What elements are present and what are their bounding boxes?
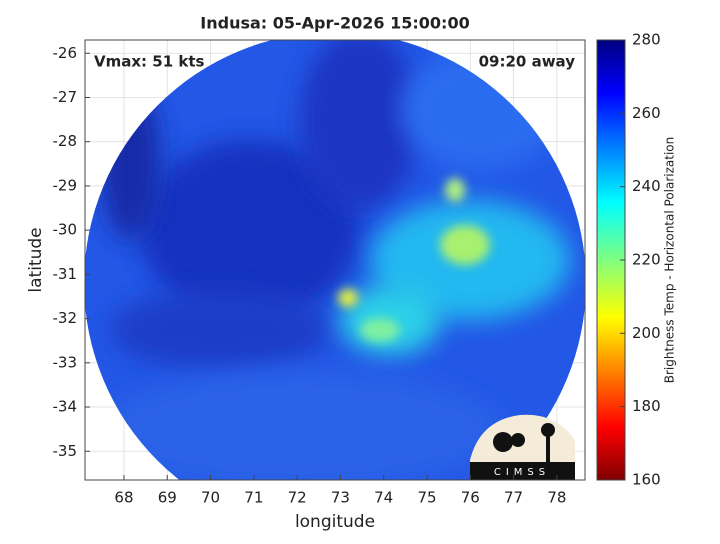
- plot-frame: [84, 39, 586, 481]
- logo: CIMSS: [470, 414, 575, 480]
- y-tick-label: -31: [53, 265, 78, 283]
- colorbar-tick-label: 220: [632, 251, 661, 269]
- colorbar-tick-label: 240: [632, 177, 661, 195]
- y-axis-label: latitude: [26, 227, 46, 292]
- satellite-image: [85, 40, 585, 480]
- colorbar-tick-label: 180: [632, 397, 661, 415]
- x-tick-label: 71: [244, 489, 263, 507]
- y-tick-label: -29: [53, 176, 78, 194]
- x-axis-label: longitude: [295, 512, 375, 532]
- y-tick-label: -28: [53, 132, 78, 150]
- logo-text: CIMSS: [494, 467, 550, 478]
- annotation: 09:20 away: [479, 53, 576, 71]
- x-tick-label: 77: [504, 489, 523, 507]
- colorbar-tick-label: 260: [632, 104, 661, 122]
- x-tick-label: 69: [158, 489, 177, 507]
- y-tick-label: -27: [53, 88, 78, 106]
- y-tick-label: -35: [53, 442, 78, 460]
- x-tick-label: 70: [201, 489, 220, 507]
- colorbar-tick-label: 200: [632, 324, 661, 342]
- x-tick-label: 75: [417, 489, 436, 507]
- chart-title: Indusa: 05-Apr-2026 15:00:00: [200, 14, 469, 33]
- x-tick-label: 78: [547, 489, 566, 507]
- x-tick-label: 74: [374, 489, 393, 507]
- y-tick-label: -30: [53, 221, 78, 239]
- x-tick-label: 73: [331, 489, 350, 507]
- y-tick-label: -26: [53, 44, 78, 62]
- y-tick-label: -32: [53, 309, 78, 327]
- y-tick-label: -34: [53, 398, 78, 416]
- colorbar-tick-label: 160: [632, 471, 661, 489]
- annotation: Vmax: 51 kts: [94, 53, 204, 71]
- y-tick-label: -33: [53, 353, 78, 371]
- x-tick-label: 68: [114, 489, 133, 507]
- x-tick-label: 72: [288, 489, 307, 507]
- colorbar-label: Brightness Temp - Horizontal Polarizatio…: [663, 137, 677, 384]
- colorbar-tick-label: 280: [632, 31, 661, 49]
- x-tick-label: 76: [461, 489, 480, 507]
